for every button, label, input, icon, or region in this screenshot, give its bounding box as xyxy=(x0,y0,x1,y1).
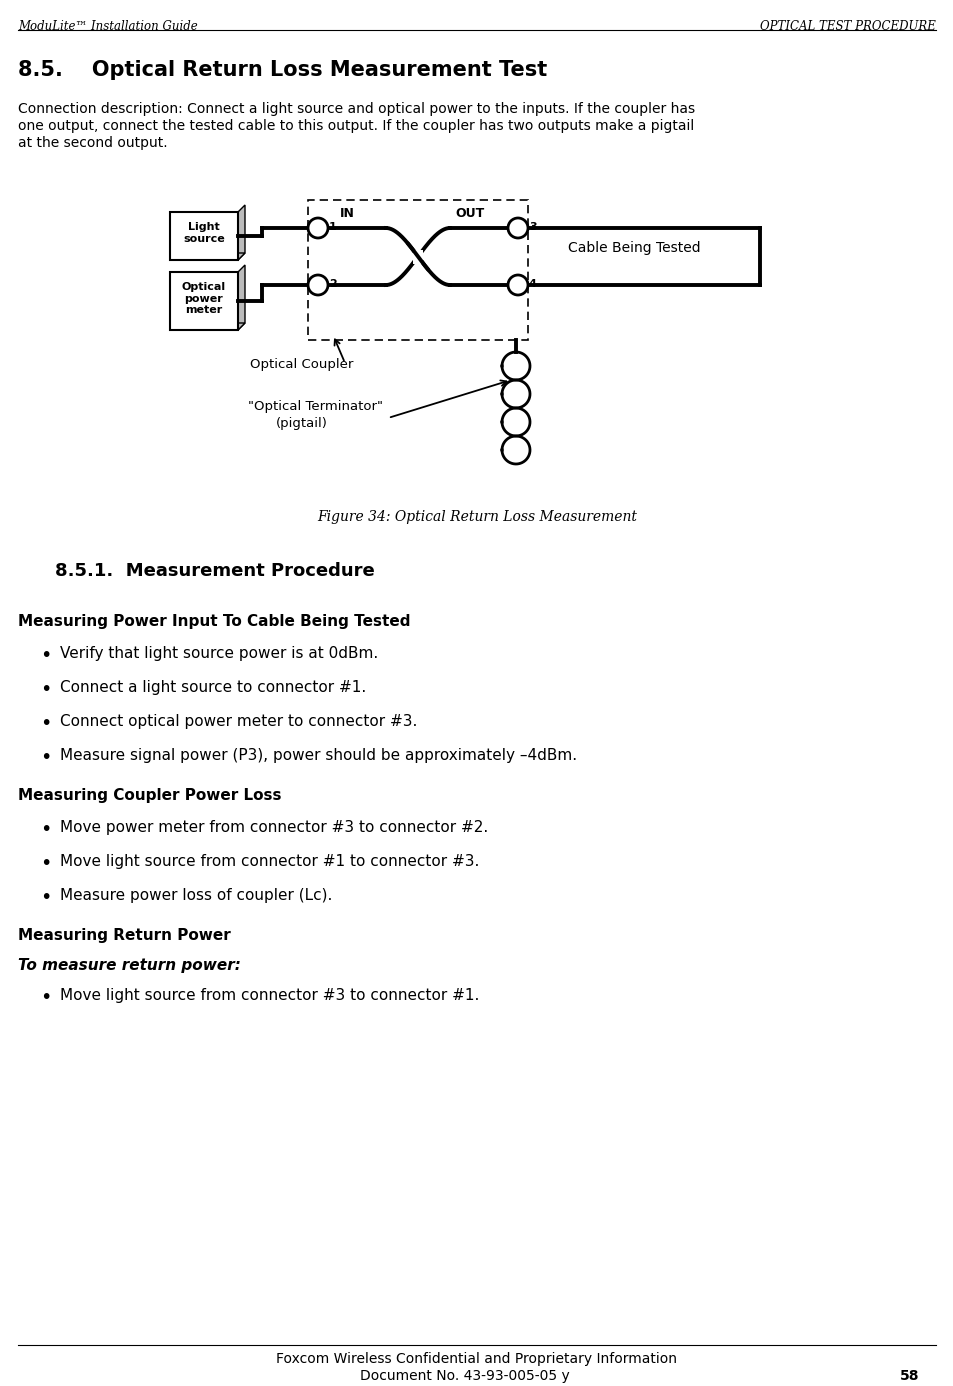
Text: 8.5.    Optical Return Loss Measurement Test: 8.5. Optical Return Loss Measurement Tes… xyxy=(18,60,547,80)
Text: 3: 3 xyxy=(529,222,536,231)
Text: Connect a light source to connector #1.: Connect a light source to connector #1. xyxy=(60,681,366,694)
Text: Measure power loss of coupler (Lc).: Measure power loss of coupler (Lc). xyxy=(60,888,332,904)
Text: OPTICAL TEST PROCEDURE: OPTICAL TEST PROCEDURE xyxy=(760,19,935,33)
Text: 8.5.1.  Measurement Procedure: 8.5.1. Measurement Procedure xyxy=(55,561,375,579)
Text: Light
source: Light source xyxy=(183,222,225,244)
Text: •: • xyxy=(40,821,51,839)
Circle shape xyxy=(507,274,527,295)
Text: •: • xyxy=(40,714,51,733)
Text: Move power meter from connector #3 to connector #2.: Move power meter from connector #3 to co… xyxy=(60,821,488,834)
Text: (pigtail): (pigtail) xyxy=(275,417,328,430)
Text: Move light source from connector #1 to connector #3.: Move light source from connector #1 to c… xyxy=(60,854,478,869)
Text: Connection description: Connect a light source and optical power to the inputs. : Connection description: Connect a light … xyxy=(18,103,695,116)
Text: Measuring Return Power: Measuring Return Power xyxy=(18,929,231,942)
Text: Move light source from connector #3 to connector #1.: Move light source from connector #3 to c… xyxy=(60,988,478,1003)
Text: at the second output.: at the second output. xyxy=(18,136,168,150)
Circle shape xyxy=(507,218,527,238)
Text: Optical Coupler: Optical Coupler xyxy=(250,358,353,371)
Text: 1: 1 xyxy=(329,222,336,231)
Text: Document No. 43-93-005-05 y: Document No. 43-93-005-05 y xyxy=(359,1369,569,1383)
Bar xyxy=(170,212,237,261)
Text: Connect optical power meter to connector #3.: Connect optical power meter to connector… xyxy=(60,714,417,729)
Polygon shape xyxy=(170,323,245,330)
Text: Foxcom Wireless Confidential and Proprietary Information: Foxcom Wireless Confidential and Proprie… xyxy=(276,1351,677,1367)
Text: "Optical Terminator": "Optical Terminator" xyxy=(248,401,382,413)
Text: •: • xyxy=(40,988,51,1008)
Text: Verify that light source power is at 0dBm.: Verify that light source power is at 0dB… xyxy=(60,646,377,661)
Text: •: • xyxy=(40,748,51,766)
Text: Measuring Power Input To Cable Being Tested: Measuring Power Input To Cable Being Tes… xyxy=(18,614,410,629)
Text: Figure 34: Optical Return Loss Measurement: Figure 34: Optical Return Loss Measureme… xyxy=(316,510,637,524)
Text: •: • xyxy=(40,854,51,873)
Text: •: • xyxy=(40,681,51,699)
Text: ModuLite™ Installation Guide: ModuLite™ Installation Guide xyxy=(18,19,197,33)
Text: •: • xyxy=(40,646,51,665)
Text: Cable Being Tested: Cable Being Tested xyxy=(567,241,700,255)
Text: Measure signal power (P3), power should be approximately –4dBm.: Measure signal power (P3), power should … xyxy=(60,748,577,764)
Circle shape xyxy=(308,274,328,295)
Polygon shape xyxy=(237,265,245,330)
Bar xyxy=(413,249,422,263)
Polygon shape xyxy=(170,254,245,261)
Bar xyxy=(308,200,527,340)
Text: •: • xyxy=(40,888,51,906)
Text: 58: 58 xyxy=(900,1369,919,1383)
Polygon shape xyxy=(237,205,245,261)
Text: IN: IN xyxy=(339,207,355,220)
Text: Measuring Coupler Power Loss: Measuring Coupler Power Loss xyxy=(18,789,281,802)
Text: Optical
power
meter: Optical power meter xyxy=(182,281,226,315)
Bar xyxy=(170,272,237,330)
Text: 2: 2 xyxy=(329,279,336,290)
Text: To measure return power:: To measure return power: xyxy=(18,958,240,973)
Text: OUT: OUT xyxy=(455,207,484,220)
Circle shape xyxy=(308,218,328,238)
Text: 4: 4 xyxy=(529,279,537,290)
Text: one output, connect the tested cable to this output. If the coupler has two outp: one output, connect the tested cable to … xyxy=(18,119,694,133)
